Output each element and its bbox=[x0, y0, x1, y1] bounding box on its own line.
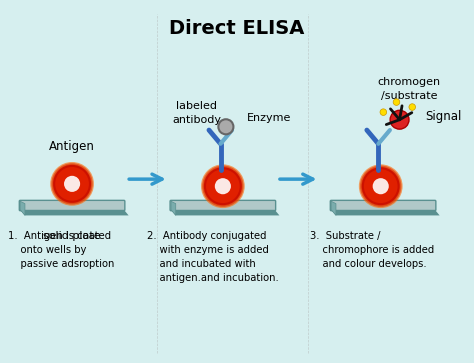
Circle shape bbox=[219, 119, 233, 134]
Circle shape bbox=[54, 166, 90, 202]
FancyBboxPatch shape bbox=[19, 200, 125, 211]
Circle shape bbox=[64, 176, 80, 192]
Circle shape bbox=[409, 104, 416, 110]
Polygon shape bbox=[20, 201, 25, 215]
Circle shape bbox=[363, 168, 399, 204]
Text: chromogen: chromogen bbox=[377, 77, 440, 87]
Text: 2.  Antibody conjugated
    with enzyme is added
    and incubated with
    anti: 2. Antibody conjugated with enzyme is ad… bbox=[147, 231, 279, 283]
Text: 3.  Substrate /
    chromophore is added
    and colour develops.: 3. Substrate / chromophore is added and … bbox=[310, 231, 434, 269]
Polygon shape bbox=[331, 201, 336, 215]
Circle shape bbox=[215, 178, 231, 194]
Circle shape bbox=[390, 110, 409, 129]
Circle shape bbox=[205, 168, 241, 204]
Text: antibody: antibody bbox=[173, 115, 221, 125]
FancyBboxPatch shape bbox=[170, 200, 276, 211]
Text: labeled: labeled bbox=[176, 101, 218, 111]
Circle shape bbox=[380, 109, 387, 115]
Polygon shape bbox=[171, 210, 279, 215]
FancyBboxPatch shape bbox=[330, 200, 436, 211]
Text: Enzyme: Enzyme bbox=[247, 113, 292, 123]
Text: 1.  Antigen is coated
    onto wells by
    passive adsroption: 1. Antigen is coated onto wells by passi… bbox=[9, 231, 115, 269]
Circle shape bbox=[393, 99, 400, 105]
Polygon shape bbox=[20, 210, 128, 215]
Text: solid plate: solid plate bbox=[43, 231, 101, 241]
FancyBboxPatch shape bbox=[0, 3, 474, 360]
Text: Antigen: Antigen bbox=[49, 140, 95, 153]
Polygon shape bbox=[331, 210, 439, 215]
Text: Direct ELISA: Direct ELISA bbox=[169, 19, 305, 38]
Text: /substrate: /substrate bbox=[381, 91, 437, 101]
Circle shape bbox=[373, 178, 389, 194]
Text: Signal: Signal bbox=[426, 110, 462, 123]
Polygon shape bbox=[171, 201, 176, 215]
